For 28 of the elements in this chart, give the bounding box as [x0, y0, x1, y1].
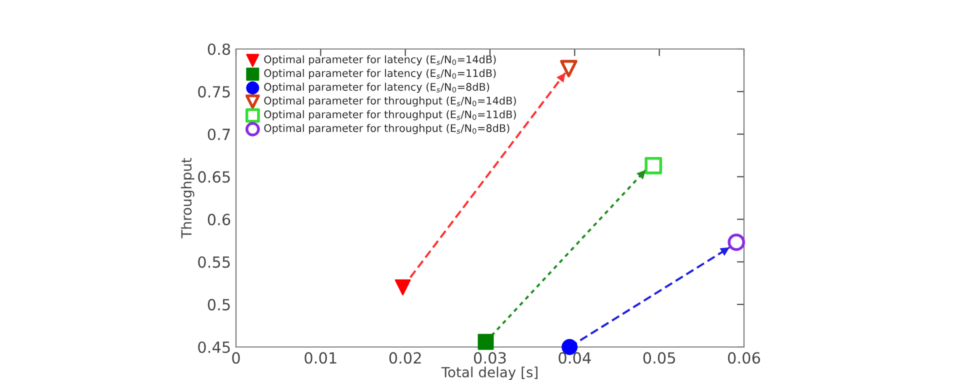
y-tick-label: 0.65: [198, 171, 230, 183]
point: [394, 279, 411, 296]
x-tick-label: 0.04: [558, 352, 591, 364]
y-tick-label: 0.75: [198, 86, 230, 98]
x-tick-label: 0.03: [474, 352, 506, 364]
y-tick-label: 0.6: [208, 214, 230, 226]
y-tick-label: 0.45: [198, 341, 230, 354]
y-tick-label: 0.7: [208, 128, 230, 140]
x-tick-label: 0.02: [389, 352, 421, 364]
legend-label: Optimal parameter for throughput (E$_{s}$/N$_{0}$=14dB): [264, 96, 516, 107]
x-tick-label: 0: [232, 352, 240, 364]
point: [728, 234, 746, 251]
legend-label: Optimal parameter for latency (E$_{s}$/N$_{0}$=8dB): [264, 82, 490, 93]
y-axis-title: Throughput: [180, 158, 194, 238]
legend-label: Optimal parameter for latency (E$_{s}$/N$_{0}$=14dB): [264, 55, 496, 66]
legend-label: Optimal parameter for throughput (E$_{s}$/N$_{0}$=8dB): [264, 124, 510, 134]
point: [478, 334, 494, 350]
y-tick-label: 0.5: [208, 298, 230, 310]
legend-label: Optimal parameter for latency (E$_{s}$/N$_{0}$=11dB): [264, 69, 496, 80]
x-tick-label: 0.01: [304, 352, 336, 364]
point: [560, 60, 578, 78]
y-tick-label: 0.8: [208, 43, 230, 56]
y-tick-label: 0.55: [198, 256, 230, 268]
x-tick-label: 0.05: [643, 352, 676, 364]
x-tick-label: 0.06: [728, 352, 760, 364]
x-axis-title: Total delay [s]: [441, 366, 538, 380]
legend-label: Optimal parameter for throughput (E$_{s}$/N$_{0}$=11dB): [264, 110, 516, 120]
point: [644, 156, 662, 174]
